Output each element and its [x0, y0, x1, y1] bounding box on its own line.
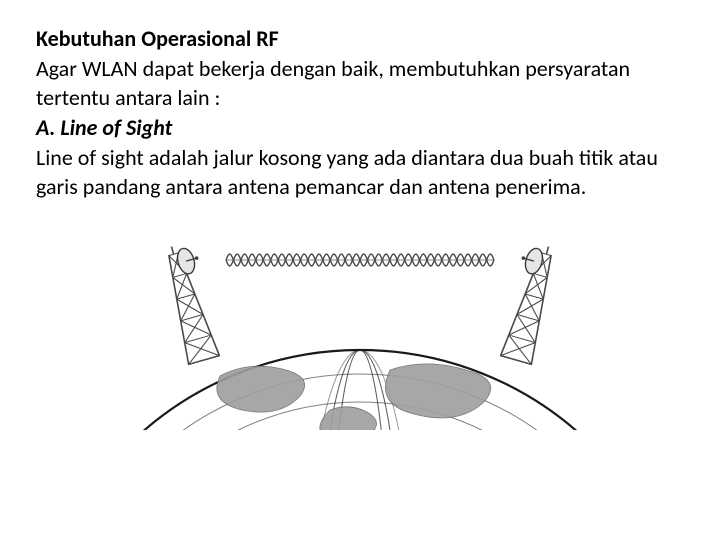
- page-title: Kebutuhan Operasional RF: [36, 24, 684, 54]
- definition-text: Line of sight adalah jalur kosong yang a…: [36, 143, 684, 202]
- intro-text: Agar WLAN dapat bekerja dengan baik, mem…: [36, 54, 684, 113]
- line-of-sight-diagram: [36, 220, 684, 430]
- subheading: A. Line of Sight: [36, 113, 684, 143]
